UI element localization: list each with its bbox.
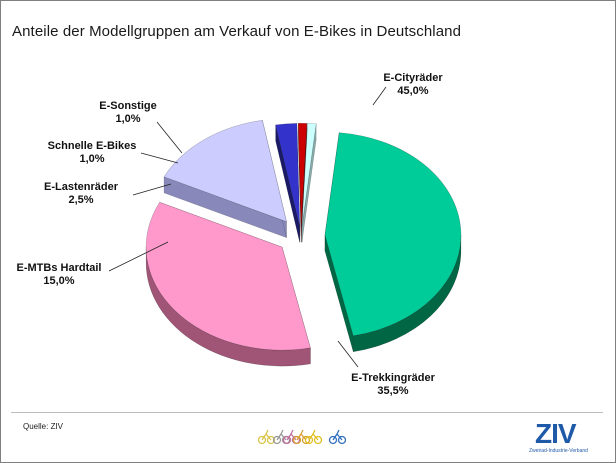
pie-leader-line (108, 241, 169, 272)
pie-slice (145, 201, 311, 351)
footer-divider (11, 412, 603, 413)
ziv-logo-subtitle: Zweirad-Industrie-Verband (529, 448, 588, 454)
pie-slice-value: 35,5% (377, 385, 408, 397)
pie-slice-name: E-MTBs Hardtail (17, 262, 102, 274)
cyclists-icon (257, 429, 347, 445)
pie-slice (297, 122, 308, 227)
pie-slice-wall (324, 234, 354, 352)
pie-slice (275, 123, 301, 227)
pie-tops (145, 119, 462, 351)
pie-slice-name: E-Lastenräder (44, 181, 119, 193)
pie-slice (301, 123, 317, 227)
pie-slice-name: E-Sonstige (99, 100, 156, 112)
pie-slice-value: 45,0% (397, 85, 428, 97)
ziv-logo: ZIV (535, 418, 577, 449)
pie-slice-name: Schnelle E-Bikes (48, 140, 137, 152)
pie-slice-name: E-Trekkingräder (351, 372, 435, 384)
pie-slice-name: E-Cityräder (383, 72, 443, 84)
pie-slice (324, 132, 462, 337)
source-note: Quelle: ZIV (23, 422, 64, 431)
pie-slice-value: 1,0% (115, 113, 140, 125)
pie-leader-line (140, 152, 179, 164)
pie-slice-wall (298, 123, 302, 243)
pie-slice-value: 15,0% (43, 275, 74, 287)
pie-leader-line (132, 183, 172, 196)
pie-leader-line (337, 340, 359, 368)
chart-title: Anteile der Modellgruppen am Verkauf von… (12, 23, 462, 40)
pie-leader-line (372, 86, 387, 106)
pie-slice-value: 1,0% (79, 153, 104, 165)
pie-slice-wall (275, 124, 300, 243)
pie-slice (163, 119, 287, 223)
pie-slice-value: 2,5% (68, 194, 93, 206)
pie-slice-wall (163, 176, 287, 239)
pie-leader-line (156, 121, 183, 154)
